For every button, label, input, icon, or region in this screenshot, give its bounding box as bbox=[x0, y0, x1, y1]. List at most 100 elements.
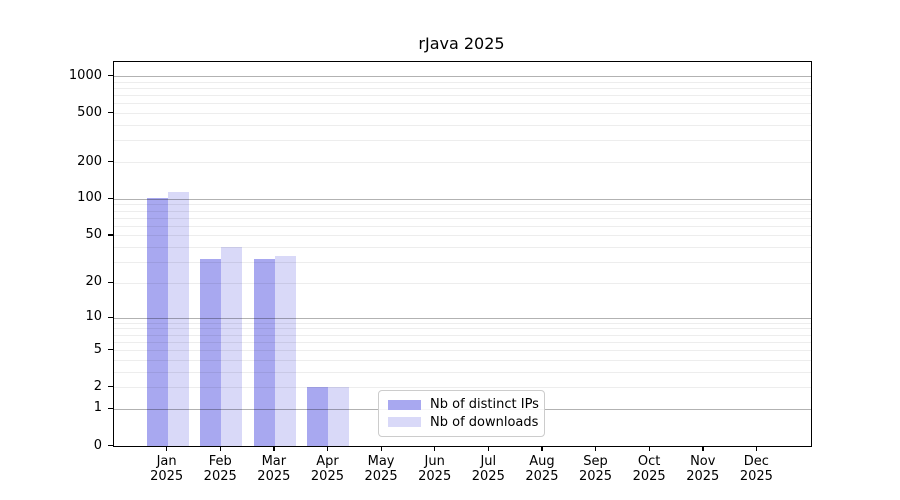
x-tick-year: 2025 bbox=[578, 469, 613, 484]
gridline-minor bbox=[114, 322, 811, 324]
x-tick-label: Dec 2025 bbox=[729, 454, 783, 484]
x-tick-label: Sep 2025 bbox=[569, 454, 623, 484]
y-tick-mark bbox=[108, 407, 113, 410]
bar bbox=[167, 191, 189, 446]
gridline-minor bbox=[114, 359, 811, 361]
gridline-minor bbox=[114, 350, 811, 352]
gridline-minor bbox=[114, 282, 811, 284]
bar bbox=[328, 387, 350, 446]
y-tick-label: 1 bbox=[93, 400, 102, 416]
gridline-minor bbox=[114, 140, 811, 142]
x-tick-mark bbox=[648, 446, 650, 452]
x-tick-month: May bbox=[367, 454, 395, 469]
x-tick-month: Jul bbox=[480, 454, 497, 469]
bar bbox=[221, 247, 243, 446]
x-tick-year: 2025 bbox=[739, 469, 773, 484]
x-tick-mark bbox=[595, 446, 597, 452]
x-tick-label: Nov 2025 bbox=[676, 454, 730, 484]
bar bbox=[146, 197, 168, 446]
x-tick-mark bbox=[487, 446, 490, 452]
bar bbox=[253, 258, 275, 446]
x-tick-month: Nov bbox=[690, 454, 716, 469]
x-tick-mark bbox=[273, 446, 275, 452]
x-tick-mark bbox=[326, 446, 329, 452]
chart-title: rJava 2025 bbox=[418, 34, 505, 53]
y-tick-label: 50 bbox=[85, 226, 102, 242]
x-tick-month: Apr bbox=[316, 454, 339, 469]
y-tick-label: 2 bbox=[93, 378, 102, 394]
x-tick-label: Feb 2025 bbox=[193, 454, 247, 484]
y-tick-label: 100 bbox=[77, 190, 102, 206]
gridline-minor bbox=[114, 341, 811, 343]
bar bbox=[200, 258, 222, 446]
gridline-major bbox=[114, 76, 811, 78]
gridline-minor bbox=[114, 247, 811, 249]
x-tick-mark bbox=[541, 446, 543, 452]
gridline-minor bbox=[114, 371, 811, 373]
x-tick-month: Sep bbox=[583, 454, 608, 469]
gridline-minor bbox=[114, 103, 811, 105]
y-tick-mark bbox=[108, 445, 113, 447]
gridline-minor bbox=[114, 87, 811, 89]
y-tick-label: 0 bbox=[93, 437, 102, 453]
gridline-minor bbox=[114, 81, 811, 83]
x-tick-mark bbox=[755, 446, 758, 452]
legend: Nb of distinct IPs Nb of downloads bbox=[378, 390, 545, 437]
y-tick-mark bbox=[108, 75, 113, 77]
x-tick-label: May 2025 bbox=[354, 454, 408, 484]
y-tick-mark bbox=[108, 316, 113, 318]
x-tick-label: Apr 2025 bbox=[300, 454, 354, 484]
legend-label: Nb of distinct IPs bbox=[430, 397, 539, 413]
legend-entry: Nb of downloads bbox=[388, 415, 538, 430]
x-tick-mark bbox=[380, 446, 382, 452]
y-tick-label: 20 bbox=[85, 274, 102, 290]
y-tick-label: 1000 bbox=[68, 67, 102, 83]
x-tick-year: 2025 bbox=[150, 469, 184, 484]
x-tick-month: Oct bbox=[637, 454, 661, 469]
y-tick-mark bbox=[108, 197, 113, 200]
y-tick-mark bbox=[108, 234, 113, 236]
legend-swatch bbox=[388, 417, 421, 428]
gridline-minor bbox=[114, 162, 811, 163]
x-tick-year: 2025 bbox=[310, 469, 344, 484]
gridline-minor bbox=[114, 225, 811, 227]
y-tick-label: 10 bbox=[85, 309, 102, 325]
x-tick-month: Jan bbox=[156, 454, 177, 469]
gridline-minor bbox=[114, 95, 811, 97]
x-tick-year: 2025 bbox=[418, 469, 452, 484]
y-tick-label: 200 bbox=[77, 153, 102, 169]
y-tick-label: 500 bbox=[77, 104, 102, 120]
y-tick-mark bbox=[108, 386, 113, 388]
x-tick-month: Feb bbox=[208, 454, 232, 469]
x-tick-year: 2025 bbox=[525, 469, 559, 484]
legend-entry: Nb of distinct IPs bbox=[388, 397, 539, 412]
gridline-major bbox=[114, 317, 811, 319]
gridline-minor bbox=[114, 125, 811, 127]
gridline-minor bbox=[114, 387, 811, 389]
x-tick-mark bbox=[166, 446, 168, 452]
gridline-minor bbox=[114, 262, 811, 264]
x-tick-label: Mar 2025 bbox=[247, 454, 301, 484]
gridline-minor bbox=[114, 334, 811, 336]
y-tick-mark bbox=[108, 161, 113, 163]
x-tick-label: Aug 2025 bbox=[515, 454, 569, 484]
x-tick-mark bbox=[434, 446, 436, 452]
x-tick-month: Dec bbox=[743, 454, 769, 469]
y-tick-mark bbox=[108, 281, 113, 284]
x-tick-year: 2025 bbox=[471, 469, 505, 484]
x-tick-mark bbox=[219, 446, 222, 452]
gridline-minor bbox=[114, 235, 811, 237]
y-tick-mark bbox=[108, 112, 113, 114]
x-tick-year: 2025 bbox=[632, 469, 666, 484]
gridline-minor bbox=[114, 113, 811, 115]
x-tick-year: 2025 bbox=[203, 469, 237, 484]
gridline-minor bbox=[114, 210, 811, 212]
bar bbox=[307, 387, 329, 446]
x-tick-label: Jul 2025 bbox=[461, 454, 515, 484]
legend-swatch bbox=[388, 399, 421, 410]
x-tick-month: Jun bbox=[424, 454, 445, 469]
x-tick-label: Oct 2025 bbox=[622, 454, 676, 484]
y-tick-mark bbox=[108, 349, 113, 351]
bar bbox=[274, 255, 296, 446]
